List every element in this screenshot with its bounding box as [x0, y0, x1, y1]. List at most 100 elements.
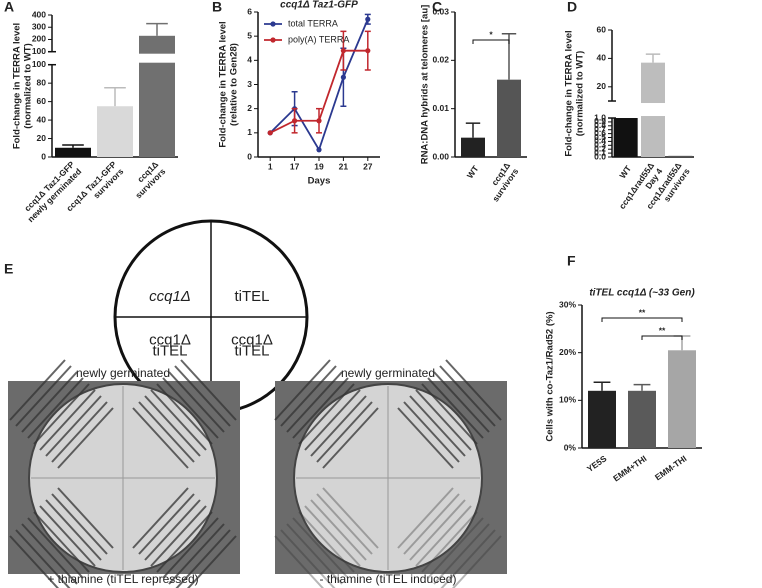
x-tick-label: WT: [617, 163, 633, 180]
streak: [310, 395, 367, 457]
y-tick-label: 0.0: [594, 151, 606, 161]
y-tick-label: 80: [37, 77, 47, 87]
quadrant-label: ccq1Δ tiTEL: [149, 331, 191, 359]
x-tick-label: 21: [339, 161, 349, 171]
bar: [461, 137, 485, 157]
x-tick-label: 1: [268, 161, 273, 171]
x-tick-label: 27: [363, 161, 373, 171]
y-axis-label: RNA:DNA hybrids at telomeres [au]: [420, 5, 431, 165]
x-tick-label: YE5S: [585, 453, 609, 474]
x-tick-label: ccq1Δsurvivors: [482, 161, 520, 204]
streak: [174, 365, 231, 427]
y-tick-label: 1: [247, 127, 252, 137]
y-tick-label: 100: [32, 59, 46, 69]
streak: [132, 487, 189, 549]
plate-caption: newly germinated: [76, 366, 170, 380]
streak: [180, 359, 237, 421]
x-tick-label: ccq1Δsurvivors: [126, 159, 167, 200]
streak: [162, 377, 219, 439]
streak: [45, 499, 102, 561]
significance-label: *: [489, 29, 493, 39]
streak: [415, 389, 472, 451]
streak: [403, 493, 460, 555]
streak: [427, 517, 484, 579]
y-tick-label: 0.1: [594, 147, 606, 157]
bar: [668, 350, 696, 448]
streak: [403, 401, 460, 463]
chart-title: ccq1Δ Taz1-GFP: [280, 0, 358, 11]
x-tick-label: 19: [314, 161, 324, 171]
panel-label: B: [212, 0, 222, 15]
y-tick-label: 0.00: [432, 151, 449, 161]
streak: [298, 511, 355, 573]
streak: [27, 517, 84, 579]
plate-caption: - thiamine (tiTEL induced): [320, 572, 457, 586]
significance-label: **: [639, 307, 646, 317]
x-tick-label: WT: [465, 163, 481, 180]
y-tick-label: 0.4: [594, 136, 606, 146]
point: [292, 118, 298, 124]
point: [267, 130, 273, 136]
streak: [274, 535, 325, 588]
streak: [33, 511, 90, 573]
y-tick-label: 20%: [559, 347, 576, 357]
streak: [9, 535, 60, 588]
streak: [286, 371, 343, 433]
point: [365, 48, 371, 54]
y-tick-label: 0.3: [594, 140, 606, 150]
panel-label: C: [432, 0, 442, 15]
streak: [445, 359, 502, 421]
y-tick-label: 60: [37, 96, 47, 106]
legend-marker: [270, 21, 276, 27]
streak: [440, 529, 496, 588]
streak: [451, 535, 502, 588]
panel-label: D: [567, 0, 577, 15]
streak: [156, 511, 213, 573]
y-tick-label: 3: [247, 79, 252, 89]
x-tick-label: ccq1Δ Taz1-GFPnewly germinated: [19, 159, 84, 224]
streak: [433, 371, 490, 433]
streak: [427, 377, 484, 439]
streak: [45, 395, 102, 457]
point: [340, 48, 346, 54]
point: [365, 16, 371, 22]
y-tick-label: 30%: [559, 299, 576, 309]
y-tick-label: 0: [41, 151, 46, 161]
y-tick-label: 2: [247, 103, 252, 113]
significance-label: **: [659, 325, 666, 335]
quadrant-diagram: ccq1Δ tiTEL ccq1Δ tiTEL ccq1Δ tiTEL: [113, 219, 309, 415]
point: [340, 74, 346, 80]
significance-bracket: [472, 39, 510, 44]
streak: [168, 371, 225, 433]
streak: [57, 487, 114, 549]
y-tick-label: 0.5: [594, 132, 606, 142]
y-tick-label: 0.03: [432, 6, 449, 16]
panel-label: F: [567, 253, 576, 269]
streak: [421, 383, 478, 445]
chart-title: tiTEL ccq1Δ (~33 Gen): [589, 288, 695, 299]
y-tick-label: 40: [597, 53, 607, 63]
bar: [97, 106, 133, 157]
quadrant-label: ccq1Δ tiTEL: [231, 331, 273, 359]
break-gap: [613, 103, 695, 117]
bar: [55, 147, 91, 157]
y-tick-label: 10%: [559, 395, 576, 405]
plate-caption: newly germinated: [341, 366, 435, 380]
streak: [286, 523, 343, 585]
y-tick-label: 1.0: [594, 112, 606, 122]
y-tick-label: 0.6: [594, 128, 606, 138]
y-tick-label: 100: [32, 46, 46, 56]
streak: [409, 499, 466, 561]
y-tick-label: 60: [597, 24, 607, 34]
y-tick-label: 0.01: [432, 103, 449, 113]
streak: [9, 359, 66, 421]
bar: [628, 390, 656, 448]
streak: [51, 401, 108, 463]
y-tick-label: 0.02: [432, 55, 449, 65]
legend-label: poly(A) TERRA: [288, 34, 349, 44]
significance-bracket: [601, 317, 683, 322]
streak: [175, 529, 231, 588]
streak: [39, 505, 96, 567]
bar: [668, 155, 693, 157]
